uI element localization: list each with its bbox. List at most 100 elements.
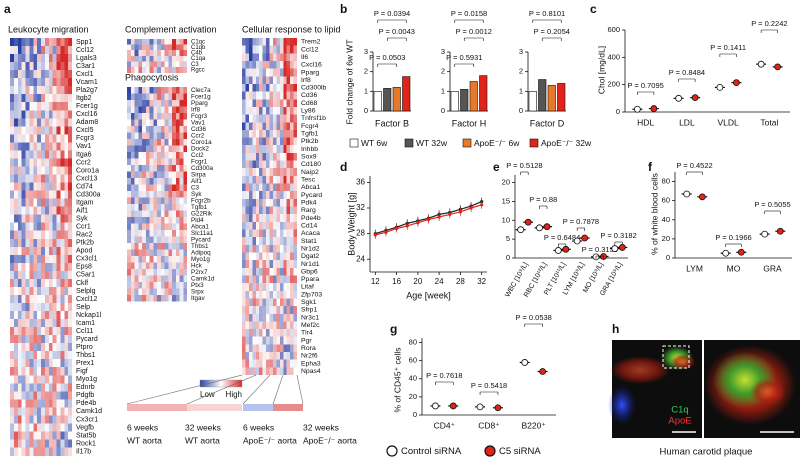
- heatmap-cell: [164, 256, 169, 263]
- p-value: P = 0.8484: [669, 68, 705, 77]
- heatmap-cell: [149, 152, 154, 159]
- heatmap-cell: [29, 375, 34, 384]
- heatmap-cell: [175, 39, 180, 45]
- heatmap-cell: [248, 106, 253, 115]
- heatmap-cell: [183, 217, 188, 224]
- heatmap-cell: [242, 214, 246, 223]
- heatmap-cell: [242, 221, 246, 230]
- heatmap-cell: [52, 311, 57, 320]
- heatmap-cell: [29, 270, 34, 280]
- heatmap-cell: [10, 311, 15, 320]
- heatmap-cell: [255, 275, 260, 284]
- heatmap-cell: [252, 91, 256, 100]
- heatmap-cell: [164, 132, 169, 140]
- gene-label: Vegfb: [76, 424, 94, 431]
- heatmap-cell: [145, 145, 150, 153]
- heatmap-cell: [68, 126, 73, 135]
- heatmap-cell: [130, 282, 135, 289]
- heatmap-cell: [33, 447, 38, 456]
- heatmap-cell: [17, 327, 22, 336]
- heatmap-cell: [286, 60, 291, 69]
- heatmap-cell: [10, 174, 15, 183]
- gene-label: P2rx7: [191, 269, 208, 276]
- gene-label: Ccr1: [76, 224, 91, 231]
- heatmap-cell: [248, 344, 253, 353]
- heatmap-cell: [276, 114, 281, 123]
- heatmap-cell: [13, 262, 18, 272]
- heatmap-cell: [255, 336, 260, 345]
- heatmap-cell: [44, 286, 49, 296]
- y-axis-label: % of white blood cells: [649, 173, 659, 255]
- y-tick-label: 32: [356, 203, 365, 212]
- heatmap-cell: [145, 204, 150, 211]
- heatmap-cell: [276, 129, 281, 138]
- y-tick-label: 20: [662, 234, 670, 243]
- heatmap-cell: [130, 145, 135, 153]
- heatmap-cell: [293, 237, 298, 246]
- heatmap-cell: [262, 275, 267, 284]
- heatmap-cell: [164, 152, 169, 159]
- heatmap-cell: [56, 278, 61, 288]
- heatmap-cell: [286, 76, 291, 85]
- heatmap-cell: [10, 206, 15, 215]
- heatmap-cell: [149, 61, 154, 68]
- heatmap-cell: [56, 38, 61, 47]
- heatmap-cell: [21, 222, 26, 231]
- gene-label: Itgav: [191, 295, 206, 302]
- heatmap-cell: [41, 134, 46, 143]
- heatmap-cell: [134, 61, 139, 68]
- data-point: [650, 105, 658, 112]
- gene-label: Adam8: [76, 119, 98, 126]
- heatmap-cell: [44, 62, 49, 71]
- heatmap-cell: [41, 198, 46, 207]
- heatmap-cell: [157, 106, 161, 114]
- heatmap-cell: [269, 99, 274, 108]
- gene-label: Il17b: [76, 448, 91, 455]
- heatmap-cell: [269, 283, 274, 291]
- heatmap-cell: [68, 78, 73, 87]
- heatmap-cell: [64, 262, 69, 272]
- heatmap-cell: [248, 68, 253, 77]
- heatmap-cell: [134, 282, 139, 289]
- heatmap-cell: [179, 275, 184, 283]
- gene-label: Vav1: [76, 143, 92, 150]
- gene-label: Pparg: [301, 69, 319, 76]
- heatmap-cell: [37, 351, 42, 360]
- heatmap-cell: [183, 158, 188, 166]
- heatmap-cell: [10, 423, 15, 432]
- heatmap-cell: [248, 114, 253, 123]
- heatmap-cell: [183, 119, 188, 127]
- heatmap-cell: [255, 83, 260, 92]
- heatmap-cell: [10, 158, 15, 167]
- heatmap-cell: [41, 86, 46, 95]
- heatmap-cell: [64, 415, 69, 424]
- heatmap-cell: [272, 76, 277, 85]
- heatmap-cell: [60, 359, 65, 368]
- gene-label: Sirpa: [191, 171, 206, 178]
- heatmap-cell: [142, 87, 146, 94]
- heatmap-cell: [25, 102, 30, 111]
- heatmap-cell: [134, 93, 139, 101]
- heatmap-cell: [175, 210, 180, 218]
- gene-label: Cxcl16: [301, 62, 322, 69]
- heatmap-cell: [60, 311, 65, 320]
- heatmap-cell: [33, 174, 38, 183]
- heatmap-cell: [48, 335, 53, 344]
- heatmap-cell: [252, 99, 256, 108]
- heatmap-cell: [179, 50, 184, 56]
- heatmap-cell: [56, 110, 61, 119]
- p-value: P = 0.0503: [369, 53, 405, 62]
- heatmap-cell: [259, 229, 263, 238]
- heatmap-cell: [10, 407, 15, 416]
- heatmap-cell: [37, 278, 42, 288]
- heatmap-cell: [262, 68, 267, 77]
- gene-label: Cd36: [191, 126, 207, 133]
- bar: [479, 75, 488, 112]
- heatmap-cell: [286, 175, 291, 184]
- heatmap-cell: [48, 150, 53, 159]
- heatmap-cell: [127, 256, 131, 263]
- heatmap-cell: [127, 126, 131, 133]
- heatmap-cell: [262, 175, 267, 184]
- heatmap-cell: [25, 62, 30, 71]
- heatmap-cell: [279, 114, 284, 123]
